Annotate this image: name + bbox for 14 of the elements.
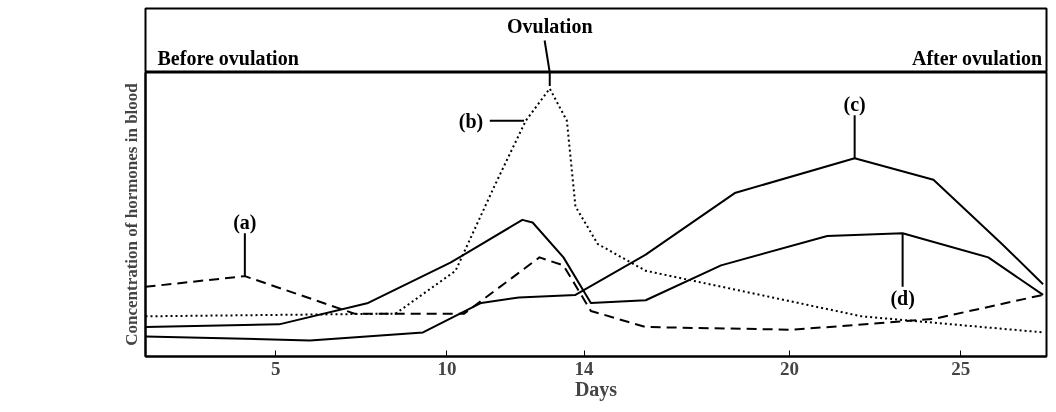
annotation: (a) <box>233 211 257 235</box>
x-tick-label: 14 <box>574 357 595 379</box>
annotation: (b) <box>458 109 484 133</box>
text: Before ovulation <box>157 47 299 70</box>
annotation: (c) <box>843 93 866 117</box>
x-tick-label: 5 <box>270 357 281 379</box>
x-tick-label: 25 <box>951 357 971 379</box>
x-tick-label: 10 <box>437 357 457 379</box>
annotation: Ovulation <box>506 15 593 38</box>
text: After ovulation <box>911 47 1043 70</box>
x-tick-label: 20 <box>780 357 800 379</box>
x-axis-title: Days <box>574 377 618 401</box>
annotation: (d) <box>890 286 915 310</box>
y-axis-title: Concentration of hormones in blood <box>121 82 141 346</box>
